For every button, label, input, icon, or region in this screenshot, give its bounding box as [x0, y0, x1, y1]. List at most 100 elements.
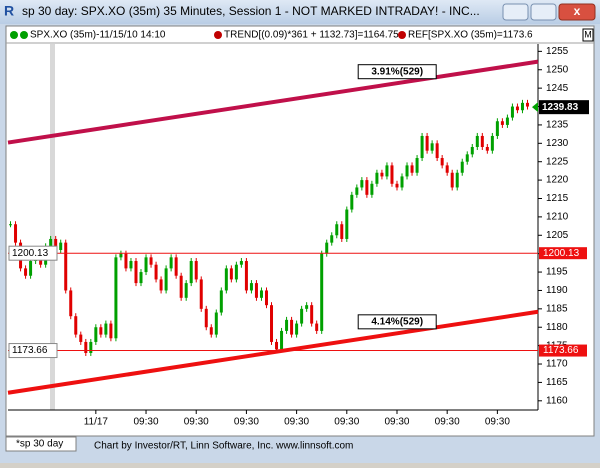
- candle: [24, 268, 28, 276]
- y-tick-label: 1160: [546, 395, 568, 406]
- menu-glyph: M: [584, 29, 592, 39]
- menu-button[interactable]: [582, 28, 594, 42]
- tab-label[interactable]: *sp 30 day: [16, 439, 63, 450]
- candle: [109, 323, 113, 339]
- candle: [229, 268, 233, 280]
- minimize-button[interactable]: [502, 3, 529, 21]
- candle: [84, 341, 88, 353]
- candle: [9, 224, 13, 226]
- candle: [134, 261, 138, 284]
- chart-panel: [5, 25, 595, 437]
- candle: [520, 102, 524, 111]
- candle: [114, 257, 118, 339]
- x-tick-label: 09:30: [334, 417, 359, 428]
- candle: [69, 290, 73, 317]
- y-tick-label: 1205: [546, 230, 569, 241]
- candle: [204, 308, 208, 328]
- candle: [14, 224, 18, 243]
- title-bar: [0, 0, 600, 24]
- candle: [345, 209, 349, 239]
- y-tick-label: 1165: [546, 377, 568, 388]
- candle: [264, 290, 268, 306]
- trend-label-box: [357, 314, 437, 330]
- tab[interactable]: [5, 436, 77, 452]
- candle: [415, 158, 419, 173]
- ref-label-box: [8, 343, 58, 359]
- ref-axis-label: 1200.13: [543, 248, 580, 259]
- y-tick-label: 1170: [546, 359, 568, 370]
- candle: [164, 268, 168, 291]
- candle: [254, 283, 258, 298]
- app-icon: R: [4, 3, 14, 19]
- candle: [435, 143, 439, 159]
- candle: [295, 323, 299, 335]
- ref-axis-box: [539, 344, 587, 357]
- trend-label: 4.14%(529): [371, 316, 423, 327]
- ref-axis-box: [539, 247, 587, 260]
- candle: [129, 261, 133, 269]
- candle: [425, 135, 429, 151]
- candle: [189, 261, 193, 284]
- candle: [305, 305, 309, 309]
- candle: [104, 323, 108, 335]
- ref-axis-label: 1173.66: [543, 345, 579, 356]
- candle: [174, 257, 178, 276]
- candle: [249, 283, 253, 291]
- close-button[interactable]: [558, 3, 596, 21]
- last-value: 1239.83: [542, 102, 579, 113]
- candle: [335, 224, 339, 236]
- trend-line: [7, 59, 539, 145]
- x-tick-label: 09:30: [184, 417, 209, 428]
- candle: [29, 261, 33, 276]
- candle: [340, 224, 344, 239]
- x-tick-label: 09:30: [234, 417, 259, 428]
- status-dot: [398, 31, 406, 39]
- status-dot: [10, 31, 18, 39]
- candle: [149, 257, 153, 265]
- candle: [325, 242, 329, 254]
- trend-label: 3.91%(529): [371, 66, 423, 77]
- candle: [79, 334, 83, 342]
- status-dot: [214, 31, 222, 39]
- candle: [450, 172, 454, 188]
- candle: [259, 290, 263, 298]
- candle: [515, 106, 519, 111]
- candle: [355, 187, 359, 195]
- candle: [420, 135, 424, 159]
- x-tick-label: 11/17: [84, 417, 109, 428]
- candle: [154, 264, 158, 280]
- maximize-button[interactable]: [530, 3, 557, 21]
- candle: [470, 146, 474, 155]
- candle: [74, 316, 78, 335]
- candle: [495, 121, 499, 136]
- close-glyph: x: [574, 4, 581, 18]
- y-tick-label: 1215: [546, 193, 569, 204]
- candle: [219, 290, 223, 313]
- candle: [139, 272, 143, 284]
- candle: [224, 268, 228, 291]
- y-tick-label: 1210: [546, 212, 569, 223]
- candle: [300, 308, 304, 324]
- candle: [365, 180, 369, 195]
- candle: [184, 283, 188, 298]
- candle: [124, 253, 128, 269]
- candle: [385, 165, 389, 177]
- candle: [330, 235, 334, 243]
- y-tick-label: 1220: [546, 175, 569, 186]
- candle: [214, 312, 218, 335]
- candle: [54, 238, 58, 250]
- ref-label-box: [8, 245, 58, 261]
- candle: [475, 135, 479, 147]
- y-tick-label: 1225: [546, 156, 569, 167]
- candle: [370, 183, 374, 195]
- candle: [380, 172, 384, 177]
- x-tick-label: 09:30: [284, 417, 309, 428]
- last-value-box: [539, 100, 589, 115]
- candle: [525, 102, 529, 107]
- y-tick-label: 1235: [546, 120, 569, 131]
- candle: [49, 238, 53, 247]
- candle: [465, 154, 469, 162]
- last-arrow: [532, 102, 538, 113]
- y-tick-label: 1255: [546, 46, 569, 57]
